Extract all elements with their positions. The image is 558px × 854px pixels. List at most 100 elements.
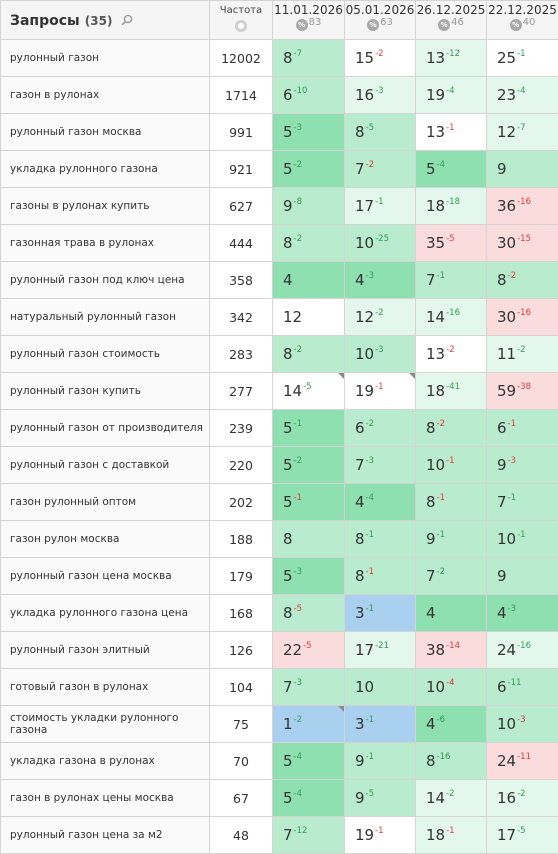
position-cell[interactable]: 8-1 xyxy=(345,558,416,595)
query-cell[interactable]: газон в рулонах xyxy=(1,77,210,114)
query-cell[interactable]: рулонный газон цена москва xyxy=(1,558,210,595)
position-cell[interactable]: 36-16 xyxy=(487,188,558,225)
position-cell[interactable]: 30-16 xyxy=(487,299,558,336)
position-cell[interactable]: 5-4 xyxy=(273,780,345,817)
position-cell[interactable]: 7-3 xyxy=(273,669,345,706)
position-cell[interactable]: 7-1 xyxy=(487,484,558,521)
position-cell[interactable]: 11-2 xyxy=(487,336,558,373)
query-cell[interactable]: рулонный газон с доставкой xyxy=(1,447,210,484)
query-cell[interactable]: рулонный газон под ключ цена xyxy=(1,262,210,299)
position-cell[interactable]: 13-2 xyxy=(416,336,487,373)
position-cell[interactable]: 18-18 xyxy=(416,188,487,225)
position-cell[interactable]: 9-3 xyxy=(487,447,558,484)
position-cell[interactable]: 4-6 xyxy=(416,706,487,743)
date-column-header[interactable]: 11.01.2026 %83 xyxy=(273,1,345,40)
position-cell[interactable]: 7-3 xyxy=(345,447,416,484)
position-cell[interactable]: 10-1 xyxy=(416,447,487,484)
query-cell[interactable]: рулонный газон xyxy=(1,40,210,77)
position-cell[interactable]: 38-14 xyxy=(416,632,487,669)
position-cell[interactable]: 17-1 xyxy=(345,188,416,225)
query-cell[interactable]: рулонный газон купить xyxy=(1,373,210,410)
position-cell[interactable]: 17-21 xyxy=(345,632,416,669)
query-cell[interactable]: укладка рулонного газона xyxy=(1,151,210,188)
globe-icon[interactable]: ● xyxy=(235,20,247,32)
position-cell[interactable]: 19-1 xyxy=(345,373,416,410)
position-cell[interactable]: 7-2 xyxy=(416,558,487,595)
position-cell[interactable]: 13-1 xyxy=(416,114,487,151)
frequency-column-header[interactable]: Частота ● xyxy=(210,1,273,40)
position-cell[interactable]: 14-5 xyxy=(273,373,345,410)
position-cell[interactable]: 8-5 xyxy=(273,595,345,632)
query-cell[interactable]: газон рулонный оптом xyxy=(1,484,210,521)
position-cell[interactable]: 4 xyxy=(273,262,345,299)
position-cell[interactable]: 9 xyxy=(487,151,558,188)
search-icon[interactable] xyxy=(121,11,133,30)
position-cell[interactable]: 24-16 xyxy=(487,632,558,669)
position-cell[interactable]: 5-3 xyxy=(273,114,345,151)
position-cell[interactable]: 9-1 xyxy=(416,521,487,558)
position-cell[interactable]: 5-1 xyxy=(273,484,345,521)
position-cell[interactable]: 59-38 xyxy=(487,373,558,410)
position-cell[interactable]: 5-2 xyxy=(273,151,345,188)
position-cell[interactable]: 8-2 xyxy=(487,262,558,299)
position-cell[interactable]: 23-4 xyxy=(487,77,558,114)
position-cell[interactable]: 16-2 xyxy=(487,780,558,817)
position-cell[interactable]: 9-5 xyxy=(345,780,416,817)
query-cell[interactable]: рулонный газон стоимость xyxy=(1,336,210,373)
position-cell[interactable]: 18-41 xyxy=(416,373,487,410)
query-cell[interactable]: укладка рулонного газона цена xyxy=(1,595,210,632)
position-cell[interactable]: 8-7 xyxy=(273,40,345,77)
date-column-header[interactable]: 26.12.2025 %46 xyxy=(416,1,487,40)
position-cell[interactable]: 14-16 xyxy=(416,299,487,336)
position-cell[interactable]: 14-2 xyxy=(416,780,487,817)
position-cell[interactable]: 5-4 xyxy=(273,743,345,780)
position-cell[interactable]: 7-12 xyxy=(273,817,345,854)
position-cell[interactable]: 10 xyxy=(345,669,416,706)
position-cell[interactable]: 19-4 xyxy=(416,77,487,114)
position-cell[interactable]: 5-3 xyxy=(273,558,345,595)
position-cell[interactable]: 12-7 xyxy=(487,114,558,151)
position-cell[interactable]: 30-15 xyxy=(487,225,558,262)
position-cell[interactable]: 8-2 xyxy=(273,225,345,262)
position-cell[interactable]: 6-2 xyxy=(345,410,416,447)
position-cell[interactable]: 25-1 xyxy=(487,40,558,77)
position-cell[interactable]: 9 xyxy=(487,558,558,595)
position-cell[interactable]: 8-2 xyxy=(416,410,487,447)
position-cell[interactable]: 3-1 xyxy=(345,706,416,743)
position-cell[interactable]: 24-11 xyxy=(487,743,558,780)
position-cell[interactable]: 10-25 xyxy=(345,225,416,262)
query-cell[interactable]: стоимость укладки рулонного газона xyxy=(1,706,210,743)
position-cell[interactable]: 10-3 xyxy=(345,336,416,373)
position-cell[interactable]: 8-5 xyxy=(345,114,416,151)
position-cell[interactable]: 6-10 xyxy=(273,77,345,114)
position-cell[interactable]: 6-11 xyxy=(487,669,558,706)
date-column-header[interactable]: 05.01.2026 %63 xyxy=(345,1,416,40)
position-cell[interactable]: 8-16 xyxy=(416,743,487,780)
position-cell[interactable]: 16-3 xyxy=(345,77,416,114)
query-cell[interactable]: рулонный газон москва xyxy=(1,114,210,151)
query-cell[interactable]: готовый газон в рулонах xyxy=(1,669,210,706)
query-cell[interactable]: рулонный газон от производителя xyxy=(1,410,210,447)
position-cell[interactable]: 4 xyxy=(416,595,487,632)
position-cell[interactable]: 6-1 xyxy=(487,410,558,447)
position-cell[interactable]: 1-2 xyxy=(273,706,345,743)
query-cell[interactable]: газон в рулонах цены москва xyxy=(1,780,210,817)
position-cell[interactable]: 7-1 xyxy=(416,262,487,299)
query-cell[interactable]: рулонный газон элитный xyxy=(1,632,210,669)
position-cell[interactable]: 5-4 xyxy=(416,151,487,188)
position-cell[interactable]: 19-1 xyxy=(345,817,416,854)
query-cell[interactable]: рулонный газон цена за м2 xyxy=(1,817,210,854)
position-cell[interactable]: 9-1 xyxy=(345,743,416,780)
position-cell[interactable]: 17-5 xyxy=(487,817,558,854)
position-cell[interactable]: 9-8 xyxy=(273,188,345,225)
position-cell[interactable]: 10-3 xyxy=(487,706,558,743)
position-cell[interactable]: 8 xyxy=(273,521,345,558)
position-cell[interactable]: 5-1 xyxy=(273,410,345,447)
query-cell[interactable]: газонная трава в рулонах xyxy=(1,225,210,262)
position-cell[interactable]: 7-2 xyxy=(345,151,416,188)
position-cell[interactable]: 10-4 xyxy=(416,669,487,706)
position-cell[interactable]: 13-12 xyxy=(416,40,487,77)
position-cell[interactable]: 12 xyxy=(273,299,345,336)
position-cell[interactable]: 8-2 xyxy=(273,336,345,373)
position-cell[interactable]: 4-3 xyxy=(345,262,416,299)
